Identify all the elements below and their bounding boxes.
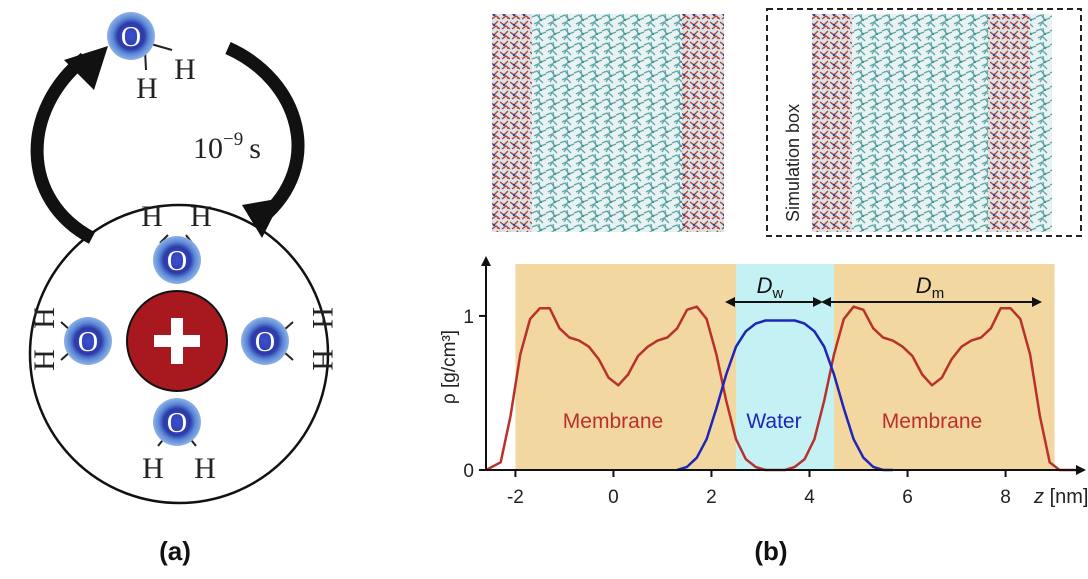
x-tick-label-0: -2	[507, 487, 524, 508]
region-label-membrane-left: Membrane	[563, 410, 663, 433]
cation	[126, 290, 228, 392]
free-water-molecule: O H H	[107, 12, 196, 105]
oxygen-atom	[107, 12, 155, 60]
svg-text:O: O	[167, 408, 187, 439]
region-label-water: Water	[746, 410, 801, 433]
bound-water-left: O H H	[28, 307, 112, 371]
band-membrane-2	[834, 264, 1055, 470]
membrane-snapshot-right	[812, 14, 1052, 232]
svg-text:H: H	[28, 349, 61, 371]
region-label-membrane-right: Membrane	[882, 410, 982, 433]
md-snapshots: Simulation box	[492, 8, 1082, 237]
svg-text:H: H	[194, 452, 216, 485]
svg-text:O: O	[255, 327, 275, 358]
y-axis-label: ρ [g/cm³]	[439, 330, 460, 404]
panel-b-label: (b)	[754, 536, 787, 566]
axes-layer	[481, 256, 1086, 475]
svg-text:O: O	[121, 22, 141, 53]
exchange-arrowhead-right	[242, 198, 282, 238]
exchange-arrowhead-left	[64, 46, 108, 90]
panel-a-label: (a)	[159, 536, 191, 566]
exchange-arrow-left	[30, 52, 96, 244]
svg-text:H: H	[28, 307, 61, 329]
svg-text:H: H	[306, 349, 339, 371]
svg-text:H: H	[141, 200, 163, 233]
svg-text:H: H	[306, 307, 339, 329]
panel-a: 10−9 s O H H O H H O H H	[28, 12, 339, 566]
membrane-snapshot-left	[492, 14, 724, 232]
x-tick-label-2: 2	[706, 487, 717, 508]
band-water-1	[735, 264, 835, 470]
dw-label: Dw	[757, 273, 784, 302]
svg-text:H: H	[142, 452, 164, 485]
simulation-box-label: Simulation box	[783, 104, 803, 222]
x-tick-label-3: 4	[804, 487, 815, 508]
x-axis-label: z [nm]	[1033, 486, 1088, 508]
y-axis-arrowhead	[481, 256, 491, 266]
exchange-arrow-right	[225, 42, 305, 223]
hydrogen-atom: H	[174, 53, 196, 86]
x-axis-arrowhead	[1076, 465, 1086, 475]
hydrogen-atom: H	[136, 72, 158, 105]
x-tick-label-1: 0	[608, 487, 619, 508]
x-tick-label-4: 6	[902, 487, 913, 508]
bound-water-right: O H H	[241, 307, 339, 371]
bound-water-top: O H H	[141, 200, 212, 284]
bound-water-bottom: O H H	[142, 398, 216, 485]
dm-label: Dm	[916, 273, 944, 302]
bands-layer	[515, 264, 1055, 470]
svg-text:O: O	[167, 246, 187, 277]
y-tick-label-1: 1	[463, 307, 474, 328]
density-chart: -2 0 2 4 6 801 Dw Dm Membrane Water Membrane …	[439, 256, 1088, 508]
band-membrane-0	[515, 264, 736, 470]
y-tick-label-0: 0	[463, 461, 474, 482]
x-tick-label-5: 8	[1000, 487, 1011, 508]
density-series-1	[676, 319, 893, 472]
ticks-layer: -2 0 2 4 6 8 0 1	[463, 307, 1010, 508]
svg-text:H: H	[190, 200, 212, 233]
svg-text:O: O	[78, 327, 98, 358]
exchange-time-label: 10−9 s	[193, 129, 261, 165]
